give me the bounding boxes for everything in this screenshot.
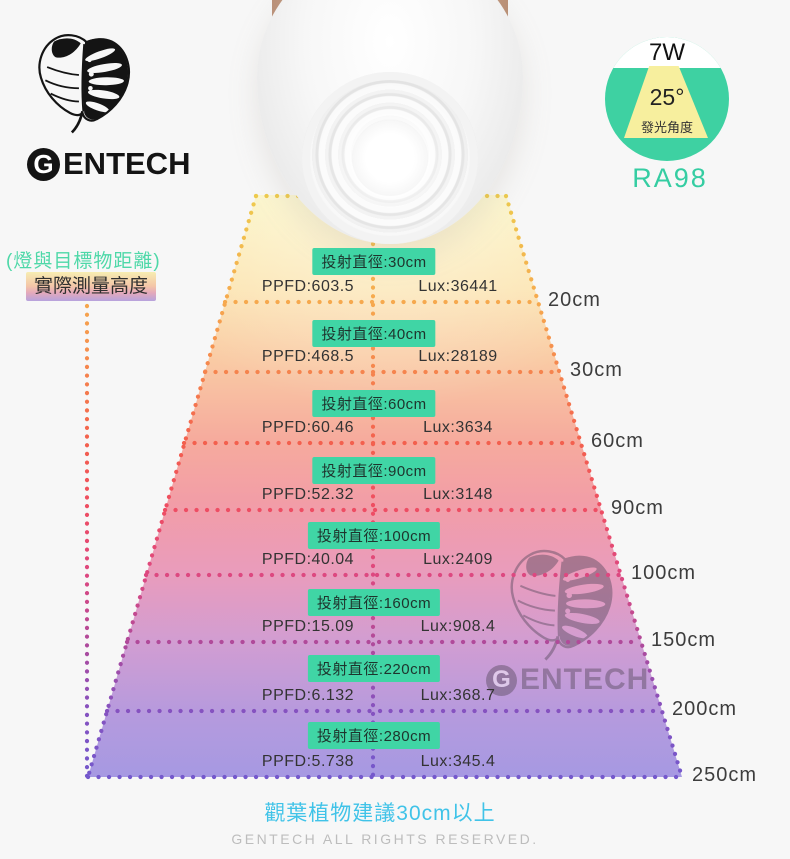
lux-value: Lux:2409 xyxy=(423,551,493,568)
brand-wordmark-text: ENTECH xyxy=(63,146,191,181)
brand-wordmark: G ENTECH xyxy=(27,146,190,182)
lux-value: Lux:3148 xyxy=(423,486,493,503)
height-label: 90cm xyxy=(611,497,664,519)
ppfd-value: PPFD:6.132 xyxy=(261,687,355,704)
watermark-wordmark-text: ENTECH xyxy=(520,663,650,696)
copyright: GENTECH ALL RIGHTS RESERVED. xyxy=(231,831,539,847)
monstera-leaf-logo-icon xyxy=(38,34,130,134)
ppfd-value: PPFD:40.04 xyxy=(261,551,355,568)
wattage-label: 7W xyxy=(649,39,685,66)
lux-value: Lux:3634 xyxy=(423,419,493,436)
brand-g-disc: G xyxy=(27,147,60,181)
ppfd-value: PPFD:5.738 xyxy=(261,753,355,770)
diameter-box: 投射直徑:220cm xyxy=(307,655,441,682)
lux-value: Lux:36441 xyxy=(418,278,498,295)
plant-advice: 觀葉植物建議30cm以上 xyxy=(264,802,496,825)
height-label: 250cm xyxy=(692,764,758,786)
diameter-box: 投射直徑:100cm xyxy=(307,522,441,549)
ppfd-value: PPFD:603.5 xyxy=(261,278,355,295)
diameter-box: 投射直徑:280cm xyxy=(307,722,441,749)
ppfd-value: PPFD:468.5 xyxy=(261,348,355,365)
height-label: 100cm xyxy=(631,562,697,584)
diameter-box: 投射直徑:60cm xyxy=(312,390,436,417)
distance-note: (燈與目標物距離) xyxy=(6,251,161,272)
height-label: 200cm xyxy=(672,698,738,720)
ppfd-value: PPFD:52.32 xyxy=(261,486,355,503)
lux-value: Lux:345.4 xyxy=(420,753,496,770)
lux-value: Lux:908.4 xyxy=(420,618,496,635)
height-label: 20cm xyxy=(548,289,601,311)
lux-value: Lux:28189 xyxy=(418,348,498,365)
bulb-lens-core xyxy=(352,120,428,196)
height-label: 60cm xyxy=(591,430,644,452)
ppfd-value: PPFD:15.09 xyxy=(261,618,355,635)
beam-angle-value: 25° xyxy=(649,84,685,110)
height-label: 30cm xyxy=(570,359,623,381)
diameter-box: 投射直徑:90cm xyxy=(312,457,436,484)
lux-value: Lux:368.7 xyxy=(420,687,496,704)
bulb-lens xyxy=(302,72,478,244)
ppfd-value: PPFD:60.46 xyxy=(261,419,355,436)
height-label: 150cm xyxy=(651,629,717,651)
diameter-box: 投射直徑:30cm xyxy=(312,248,436,275)
beam-angle-badge: 7W 25° 發光角度 xyxy=(605,37,729,161)
beam-angle-label: 發光角度 xyxy=(640,120,693,135)
cri-value: RA98 xyxy=(632,163,708,193)
measure-height-label: 實際測量高度 xyxy=(26,272,156,301)
diameter-box: 投射直徑:160cm xyxy=(307,589,441,616)
diameter-box: 投射直徑:40cm xyxy=(312,320,436,347)
